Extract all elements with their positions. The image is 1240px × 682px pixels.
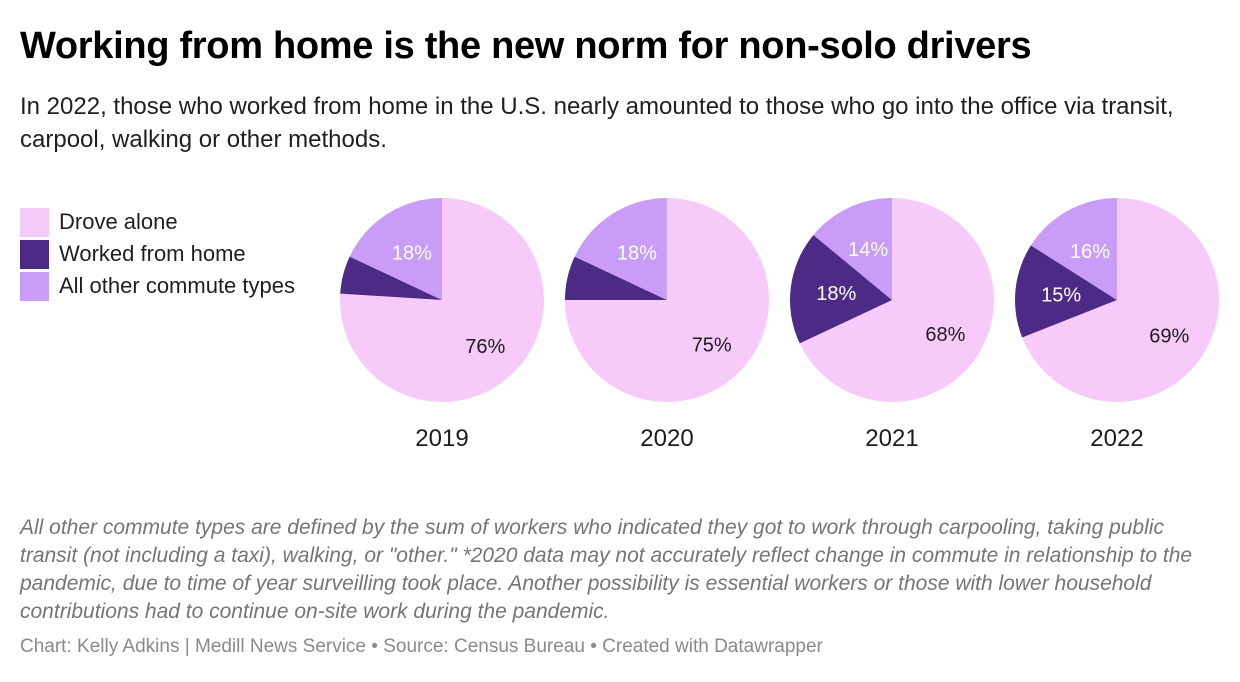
pie-2019-slice-worked-from-home bbox=[340, 256, 442, 300]
pie-2020: 75% 18% 2020 bbox=[565, 198, 769, 452]
chart-title: Working from home is the new norm for no… bbox=[20, 25, 1032, 67]
chart-subtitle: In 2022, those who worked from home in t… bbox=[20, 93, 1174, 153]
chart-notes: All other commute types are defined by t… bbox=[20, 516, 1193, 623]
pie-2021-slice-worked-from-home bbox=[790, 234, 892, 344]
legend-label-drove-alone: Drove alone bbox=[59, 209, 178, 234]
pie-2021-year-label: 2021 bbox=[865, 425, 918, 452]
pie-2019-label-drove-alone: 76% bbox=[465, 336, 505, 358]
legend-item-drove-alone: Drove alone bbox=[20, 206, 295, 238]
legend-swatch-other bbox=[20, 271, 49, 301]
pie-2019-year-label: 2019 bbox=[415, 425, 468, 452]
pie-2019-label-other: 18% bbox=[392, 243, 432, 265]
legend-item-other: All other commute types bbox=[20, 270, 295, 302]
legend-item-worked-from-home: Worked from home bbox=[20, 238, 295, 270]
pie-2020-slice-worked-from-home bbox=[565, 256, 667, 300]
pie-2022-label-other: 16% bbox=[1070, 241, 1110, 263]
legend: Drove alone Worked from home All other c… bbox=[20, 206, 295, 302]
legend-label-other: All other commute types bbox=[59, 273, 295, 298]
pie-2021: 68% 18% 14% 2021 bbox=[790, 198, 994, 452]
pie-2022-year-label: 2022 bbox=[1090, 425, 1143, 452]
pie-2022-label-worked-from-home: 15% bbox=[1041, 285, 1081, 307]
legend-swatch-drove-alone bbox=[20, 207, 49, 237]
pie-2020-label-other: 18% bbox=[617, 243, 657, 265]
pie-2019-slice-other bbox=[349, 198, 442, 300]
pie-2022: 69% 15% 16% 2022 bbox=[1015, 198, 1219, 452]
pie-2021-label-drove-alone: 68% bbox=[925, 324, 965, 346]
pie-2022-slice-drove-alone bbox=[1022, 198, 1219, 402]
pie-2022-slice-worked-from-home bbox=[1015, 245, 1117, 338]
pie-2021-slice-other bbox=[813, 198, 892, 300]
pie-2021-label-worked-from-home: 18% bbox=[816, 283, 856, 305]
legend-swatch-worked-from-home bbox=[20, 239, 49, 269]
pie-2020-year-label: 2020 bbox=[640, 425, 693, 452]
pie-2020-slice-other bbox=[574, 198, 667, 300]
pie-2022-label-drove-alone: 69% bbox=[1149, 326, 1189, 348]
pie-charts: 76% 18% 2019 75% 18% 2020 68% 18% 14% 2021 69% 15% 1… bbox=[340, 198, 1219, 452]
pie-2021-label-other: 14% bbox=[848, 239, 888, 261]
pie-2020-label-drove-alone: 75% bbox=[692, 335, 732, 357]
pie-2022-slice-other bbox=[1030, 198, 1117, 300]
legend-label-worked-from-home: Worked from home bbox=[59, 241, 246, 266]
pie-2019: 76% 18% 2019 bbox=[340, 198, 544, 452]
chart-footer: Chart: Kelly Adkins | Medill News Servic… bbox=[20, 636, 823, 657]
pie-2021-slice-drove-alone bbox=[799, 198, 994, 402]
